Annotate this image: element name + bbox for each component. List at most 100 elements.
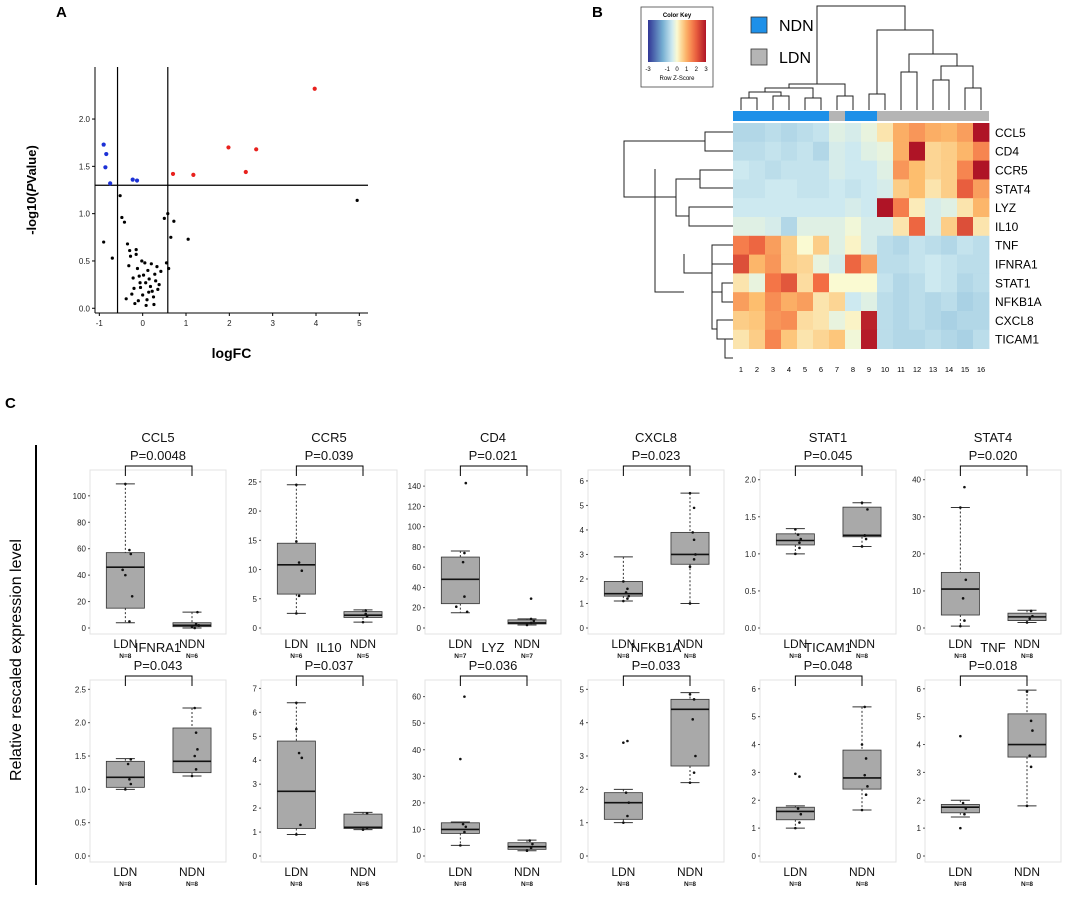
data-point bbox=[691, 718, 695, 721]
p-value-label: P=0.039 bbox=[305, 448, 354, 463]
y-tick-label: 4 bbox=[580, 719, 585, 728]
data-point bbox=[463, 595, 466, 598]
point-ns bbox=[148, 284, 153, 289]
heatmap-cell bbox=[797, 235, 814, 255]
heatmap-cell bbox=[765, 292, 782, 312]
data-point bbox=[361, 620, 365, 624]
heatmap-cell bbox=[781, 329, 798, 349]
heatmap-cell bbox=[813, 292, 830, 312]
data-point bbox=[190, 774, 194, 778]
point-down bbox=[104, 151, 109, 157]
data-point bbox=[863, 773, 867, 777]
group-bar-cell bbox=[861, 111, 877, 121]
row-dendrogram bbox=[704, 131, 733, 152]
boxplot-stat1: 0.0 0.5 1.0 1.5 2.0 LDN N=8 NDN N=8 STAT1 P=0.045 bbox=[745, 430, 897, 660]
data-point bbox=[464, 481, 468, 485]
data-point bbox=[1029, 609, 1033, 613]
data-point bbox=[963, 619, 966, 622]
data-point bbox=[622, 741, 625, 744]
heatmap-cell bbox=[813, 198, 830, 218]
column-label: 10 bbox=[881, 365, 889, 374]
data-point bbox=[295, 833, 298, 836]
heatmap-cell bbox=[829, 198, 846, 218]
heatmap-cell bbox=[925, 329, 942, 349]
data-point bbox=[961, 801, 965, 805]
gene-title: IL10 bbox=[316, 640, 341, 655]
data-point bbox=[626, 587, 629, 591]
column-label: 11 bbox=[897, 365, 905, 374]
heatmap-cell bbox=[957, 292, 974, 312]
heatmap-cell bbox=[957, 141, 974, 161]
n-label: N=6 bbox=[357, 881, 369, 888]
data-point bbox=[961, 597, 965, 600]
data-point bbox=[622, 580, 625, 583]
n-label: N=8 bbox=[617, 653, 629, 660]
point-ns bbox=[131, 276, 135, 280]
group-bar-cell bbox=[925, 111, 941, 121]
y-tick-label: 0.5 bbox=[75, 819, 87, 828]
data-point bbox=[692, 538, 696, 542]
heatmap-cell bbox=[749, 273, 766, 293]
y-tick-label: 2 bbox=[917, 796, 922, 805]
y-axis-label-part: -log10( bbox=[24, 192, 39, 235]
data-point bbox=[688, 491, 692, 495]
y-tick-label: 10 bbox=[412, 825, 421, 834]
heatmap-cell bbox=[733, 123, 750, 143]
heatmap-cell bbox=[861, 198, 878, 218]
data-point bbox=[1028, 617, 1032, 621]
x-tick-label: 5 bbox=[357, 319, 362, 328]
heatmap-cell bbox=[733, 254, 750, 274]
n-label: N=8 bbox=[856, 653, 868, 660]
data-point bbox=[1031, 729, 1034, 732]
y-tick-label: 20 bbox=[412, 799, 421, 808]
data-point bbox=[799, 812, 803, 816]
heatmap-cell bbox=[957, 329, 974, 349]
data-point bbox=[1031, 614, 1034, 618]
y-tick-label: 1.5 bbox=[745, 513, 757, 522]
data-point bbox=[1028, 754, 1032, 757]
heatmap-cell bbox=[813, 217, 830, 237]
column-dendrogram bbox=[868, 93, 886, 110]
heatmap-cell bbox=[765, 235, 782, 255]
gene-title: STAT1 bbox=[809, 430, 848, 445]
y-axis-label-part: Value) bbox=[24, 145, 39, 183]
data-point bbox=[128, 548, 131, 552]
color-key-tick: 0 bbox=[675, 67, 679, 73]
heatmap-cell bbox=[941, 311, 958, 331]
heatmap-cell bbox=[941, 254, 958, 274]
data-point bbox=[692, 506, 696, 510]
color-key-subtitle: Row Z-Score bbox=[659, 76, 695, 82]
data-point bbox=[959, 826, 962, 830]
point-ns bbox=[154, 279, 158, 283]
heatmap-cell bbox=[941, 329, 958, 349]
x-tick-label: -1 bbox=[96, 319, 104, 328]
category-label: NDN bbox=[179, 637, 205, 651]
color-key-tick: 2 bbox=[695, 67, 699, 73]
category-label: LDN bbox=[611, 865, 635, 879]
n-label: N=6 bbox=[290, 653, 302, 660]
heatmap-cell bbox=[781, 141, 798, 161]
heatmap-cell bbox=[973, 254, 990, 274]
heatmap-cell bbox=[893, 235, 910, 255]
category-label: NDN bbox=[849, 865, 875, 879]
significance-bracket bbox=[124, 675, 193, 686]
heatmap-cell bbox=[749, 329, 766, 349]
gene-title: CCL5 bbox=[141, 430, 174, 445]
heatmap-cell bbox=[925, 254, 942, 274]
data-point bbox=[959, 506, 962, 509]
p-value-label: P=0.048 bbox=[804, 658, 853, 673]
data-point bbox=[627, 801, 631, 804]
y-tick-label: 5 bbox=[752, 713, 757, 722]
data-point bbox=[794, 772, 797, 776]
p-value-label: P=0.018 bbox=[969, 658, 1018, 673]
heatmap-cell bbox=[845, 311, 862, 331]
point-ns bbox=[145, 298, 149, 302]
y-tick-label: 1.5 bbox=[79, 162, 91, 171]
row-dendrogram bbox=[724, 339, 733, 359]
category-label: LDN bbox=[113, 865, 137, 879]
n-label: N=8 bbox=[290, 881, 302, 888]
heatmap-cell bbox=[893, 123, 910, 143]
heatmap-cell bbox=[861, 311, 878, 331]
point-ns bbox=[132, 286, 136, 290]
gene-title: IFNRA1 bbox=[135, 640, 181, 655]
